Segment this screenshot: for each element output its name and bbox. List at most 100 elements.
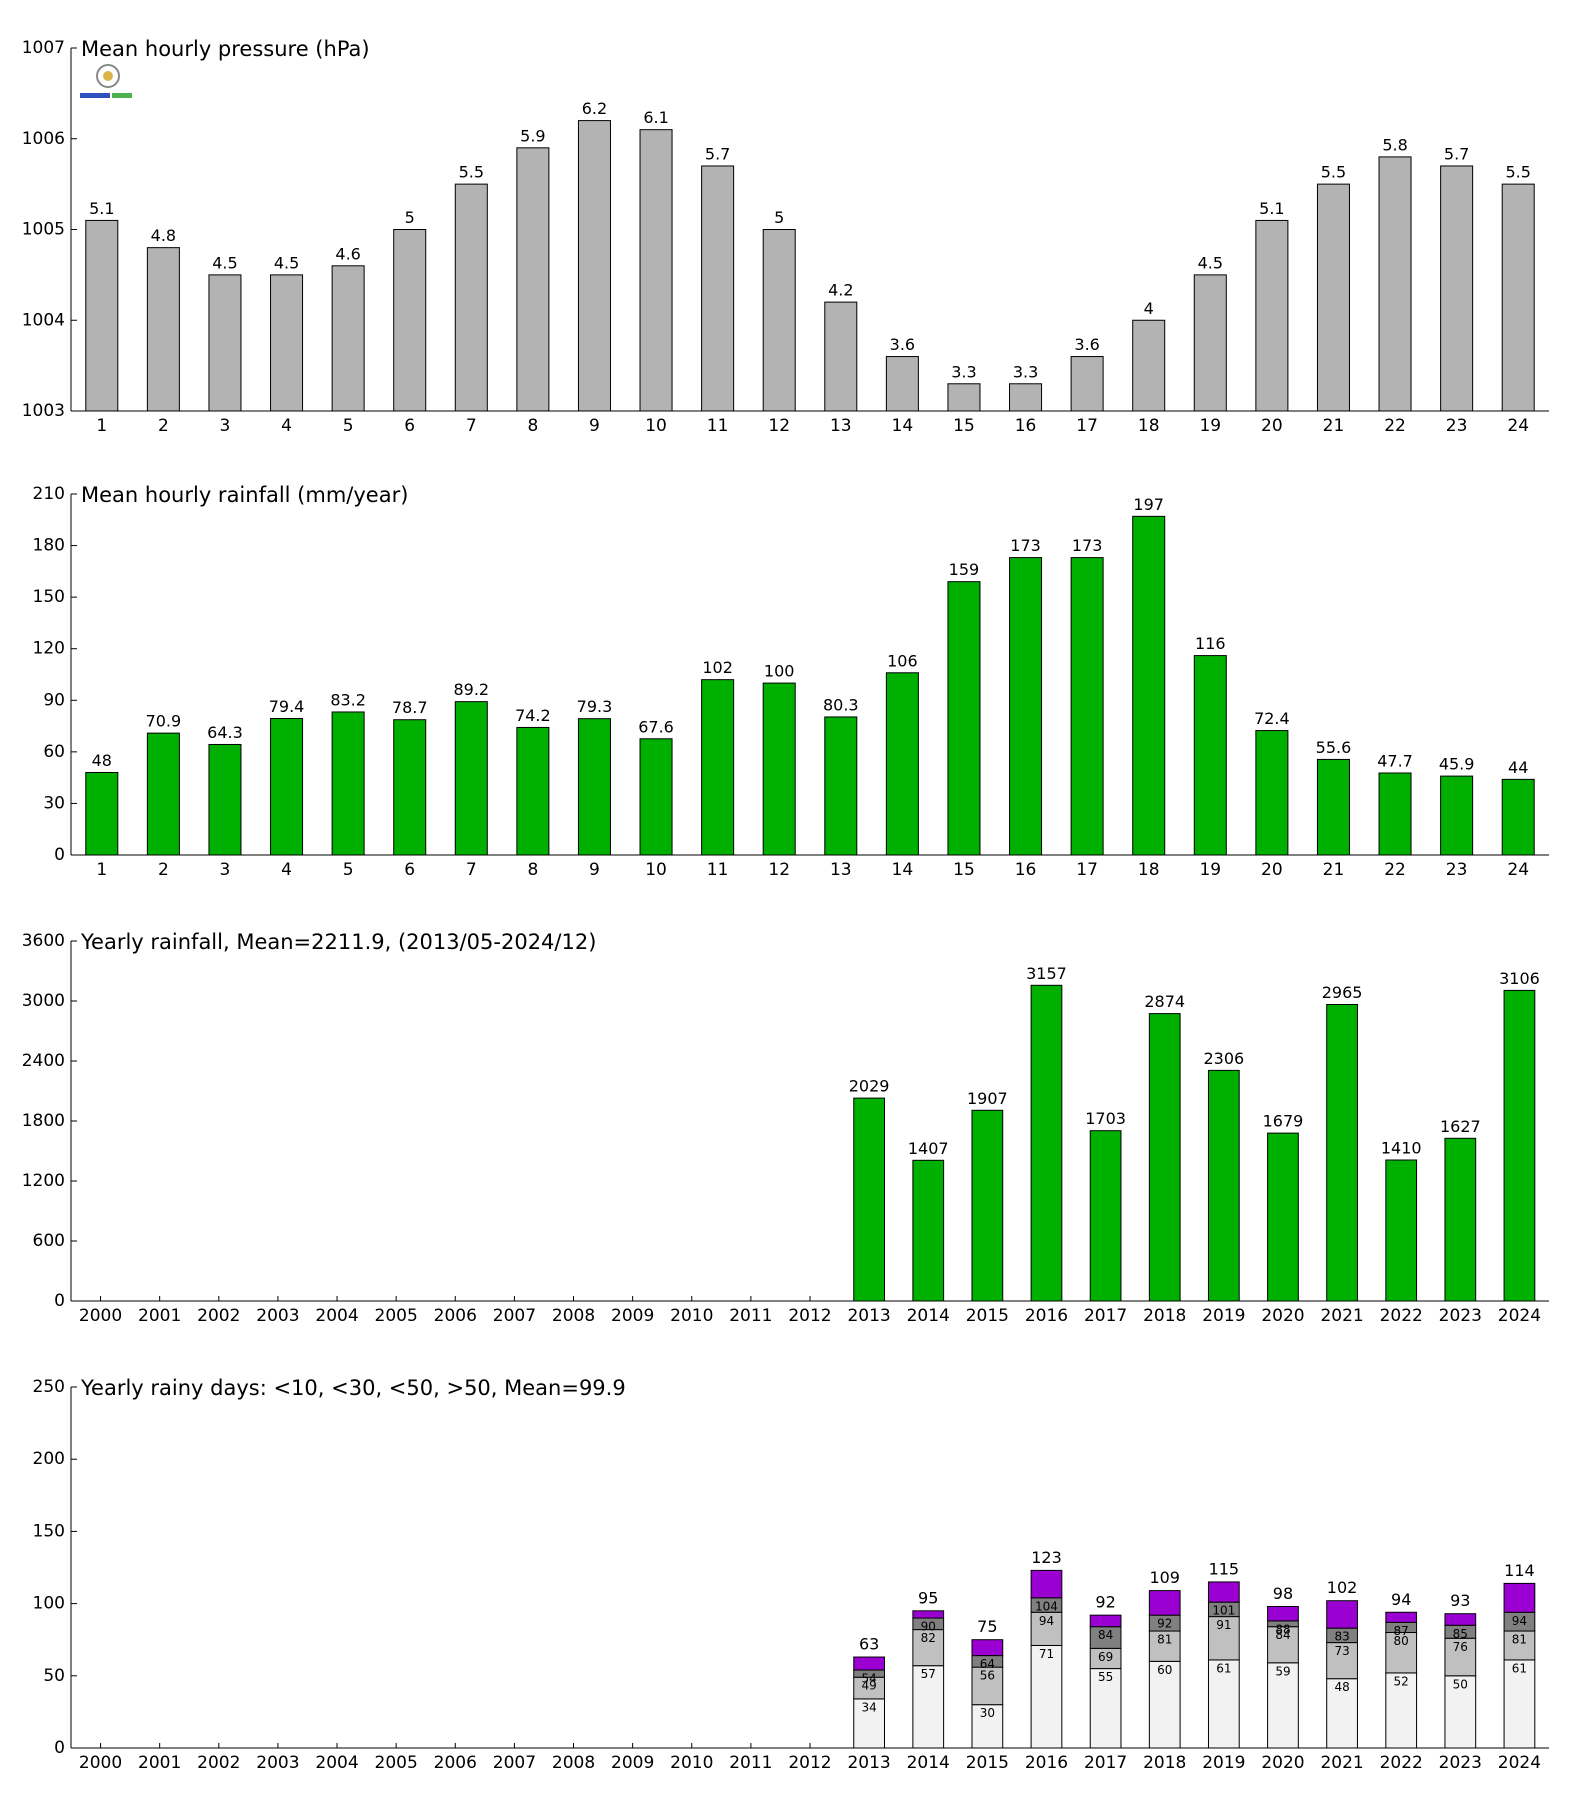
segment-label: 83 bbox=[1334, 1630, 1349, 1644]
segment-label: 94 bbox=[1512, 1614, 1527, 1628]
x-tick-label: 2 bbox=[158, 416, 169, 436]
bar bbox=[1440, 165, 1474, 412]
value-label: 47.7 bbox=[1377, 752, 1413, 771]
x-tick-label: 22 bbox=[1384, 860, 1406, 880]
bar bbox=[1148, 1013, 1181, 1302]
value-label: 45.9 bbox=[1439, 755, 1475, 774]
bar bbox=[454, 183, 488, 412]
y-tick-label: 180 bbox=[33, 536, 65, 556]
bar-segment bbox=[1326, 1642, 1358, 1680]
bar-segment bbox=[1326, 1600, 1358, 1629]
bar bbox=[516, 147, 550, 412]
total-label: 123 bbox=[1031, 1548, 1062, 1567]
bar-segment bbox=[1267, 1605, 1299, 1622]
x-tick-label: 2004 bbox=[315, 1306, 358, 1326]
bar bbox=[762, 229, 796, 412]
chart-title: Yearly rainfall, Mean=2211.9, (2013/05-2… bbox=[80, 930, 596, 954]
total-label: 92 bbox=[1095, 1593, 1115, 1612]
segment-label: 94 bbox=[1039, 1614, 1054, 1628]
bar bbox=[146, 247, 180, 412]
x-tick-label: 20 bbox=[1261, 416, 1283, 436]
value-label: 3106 bbox=[1499, 969, 1540, 988]
value-label: 2029 bbox=[849, 1077, 890, 1096]
x-tick-label: 2011 bbox=[729, 1753, 772, 1773]
segment-label: 57 bbox=[921, 1667, 936, 1681]
bar-segment bbox=[1148, 1630, 1181, 1662]
x-tick-label: 2023 bbox=[1439, 1753, 1482, 1773]
y-tick-label: 1005 bbox=[22, 220, 65, 240]
x-tick-label: 2024 bbox=[1498, 1306, 1541, 1326]
bar bbox=[1255, 219, 1289, 412]
segment-label: 81 bbox=[1512, 1633, 1527, 1647]
segment-label: 54 bbox=[861, 1672, 876, 1686]
bar bbox=[1070, 356, 1104, 412]
bar-segment bbox=[1267, 1626, 1299, 1664]
segment-label: 73 bbox=[1334, 1644, 1349, 1658]
bar-segment bbox=[1444, 1637, 1477, 1677]
x-tick-label: 21 bbox=[1323, 860, 1345, 880]
x-tick-label: 9 bbox=[589, 416, 600, 436]
bar-segment bbox=[1207, 1659, 1240, 1749]
x-tick-label: 5 bbox=[343, 416, 354, 436]
value-label: 5.1 bbox=[1259, 199, 1284, 218]
y-tick-label: 0 bbox=[54, 1291, 65, 1311]
x-tick-label: 2014 bbox=[907, 1306, 950, 1326]
bar bbox=[1501, 183, 1535, 412]
value-label: 1410 bbox=[1381, 1139, 1422, 1158]
segment-label: 81 bbox=[1157, 1633, 1172, 1647]
bar bbox=[853, 1097, 885, 1302]
x-tick-label: 19 bbox=[1199, 416, 1221, 436]
bar bbox=[1193, 655, 1227, 856]
value-label: 173 bbox=[1072, 536, 1103, 555]
y-tick-label: 90 bbox=[43, 690, 65, 710]
y-tick-label: 0 bbox=[54, 845, 65, 865]
x-tick-label: 14 bbox=[892, 860, 914, 880]
x-tick-label: 23 bbox=[1446, 860, 1468, 880]
x-tick-label: 2015 bbox=[966, 1306, 1009, 1326]
value-label: 79.3 bbox=[577, 697, 613, 716]
bar-segment bbox=[1207, 1616, 1240, 1661]
value-label: 48 bbox=[92, 751, 112, 770]
segment-label: 90 bbox=[921, 1620, 936, 1634]
x-tick-label: 7 bbox=[466, 416, 477, 436]
bar bbox=[762, 682, 796, 856]
segment-label: 104 bbox=[1035, 1599, 1058, 1613]
value-label: 1679 bbox=[1263, 1112, 1304, 1131]
value-label: 4.5 bbox=[212, 253, 237, 272]
value-label: 5.5 bbox=[1321, 163, 1346, 182]
bar bbox=[701, 165, 735, 412]
bar-segment bbox=[912, 1665, 945, 1749]
segment-label: 85 bbox=[1453, 1627, 1468, 1641]
y-tick-label: 150 bbox=[33, 587, 65, 607]
bar bbox=[1385, 1159, 1418, 1302]
value-label: 4.2 bbox=[828, 281, 853, 300]
x-tick-label: 1 bbox=[96, 416, 107, 436]
value-label: 116 bbox=[1195, 634, 1226, 653]
bar-segment bbox=[1444, 1675, 1477, 1749]
x-tick-label: 2 bbox=[158, 860, 169, 880]
segment-label: 52 bbox=[1394, 1674, 1409, 1688]
x-tick-label: 2013 bbox=[847, 1306, 890, 1326]
bar-segment bbox=[971, 1639, 1004, 1657]
x-tick-label: 2022 bbox=[1380, 1306, 1423, 1326]
value-label: 6.2 bbox=[582, 99, 607, 118]
y-tick-label: 150 bbox=[33, 1521, 65, 1541]
bar-segment bbox=[1385, 1611, 1418, 1623]
bar bbox=[331, 711, 365, 856]
bar bbox=[885, 672, 919, 856]
segment-label: 50 bbox=[1453, 1677, 1468, 1691]
y-tick-label: 1004 bbox=[22, 310, 65, 330]
bar bbox=[1440, 775, 1474, 856]
x-tick-label: 2017 bbox=[1084, 1753, 1127, 1773]
total-label: 93 bbox=[1450, 1591, 1470, 1610]
x-tick-label: 2002 bbox=[197, 1753, 240, 1773]
value-label: 1907 bbox=[967, 1089, 1008, 1108]
chart-title: Mean hourly pressure (hPa) bbox=[81, 37, 370, 61]
total-label: 115 bbox=[1209, 1559, 1240, 1578]
bar-segment bbox=[1503, 1582, 1536, 1613]
x-tick-label: 17 bbox=[1076, 416, 1098, 436]
x-tick-label: 4 bbox=[281, 416, 292, 436]
segment-label: 92 bbox=[1157, 1617, 1172, 1631]
x-tick-label: 6 bbox=[404, 416, 415, 436]
